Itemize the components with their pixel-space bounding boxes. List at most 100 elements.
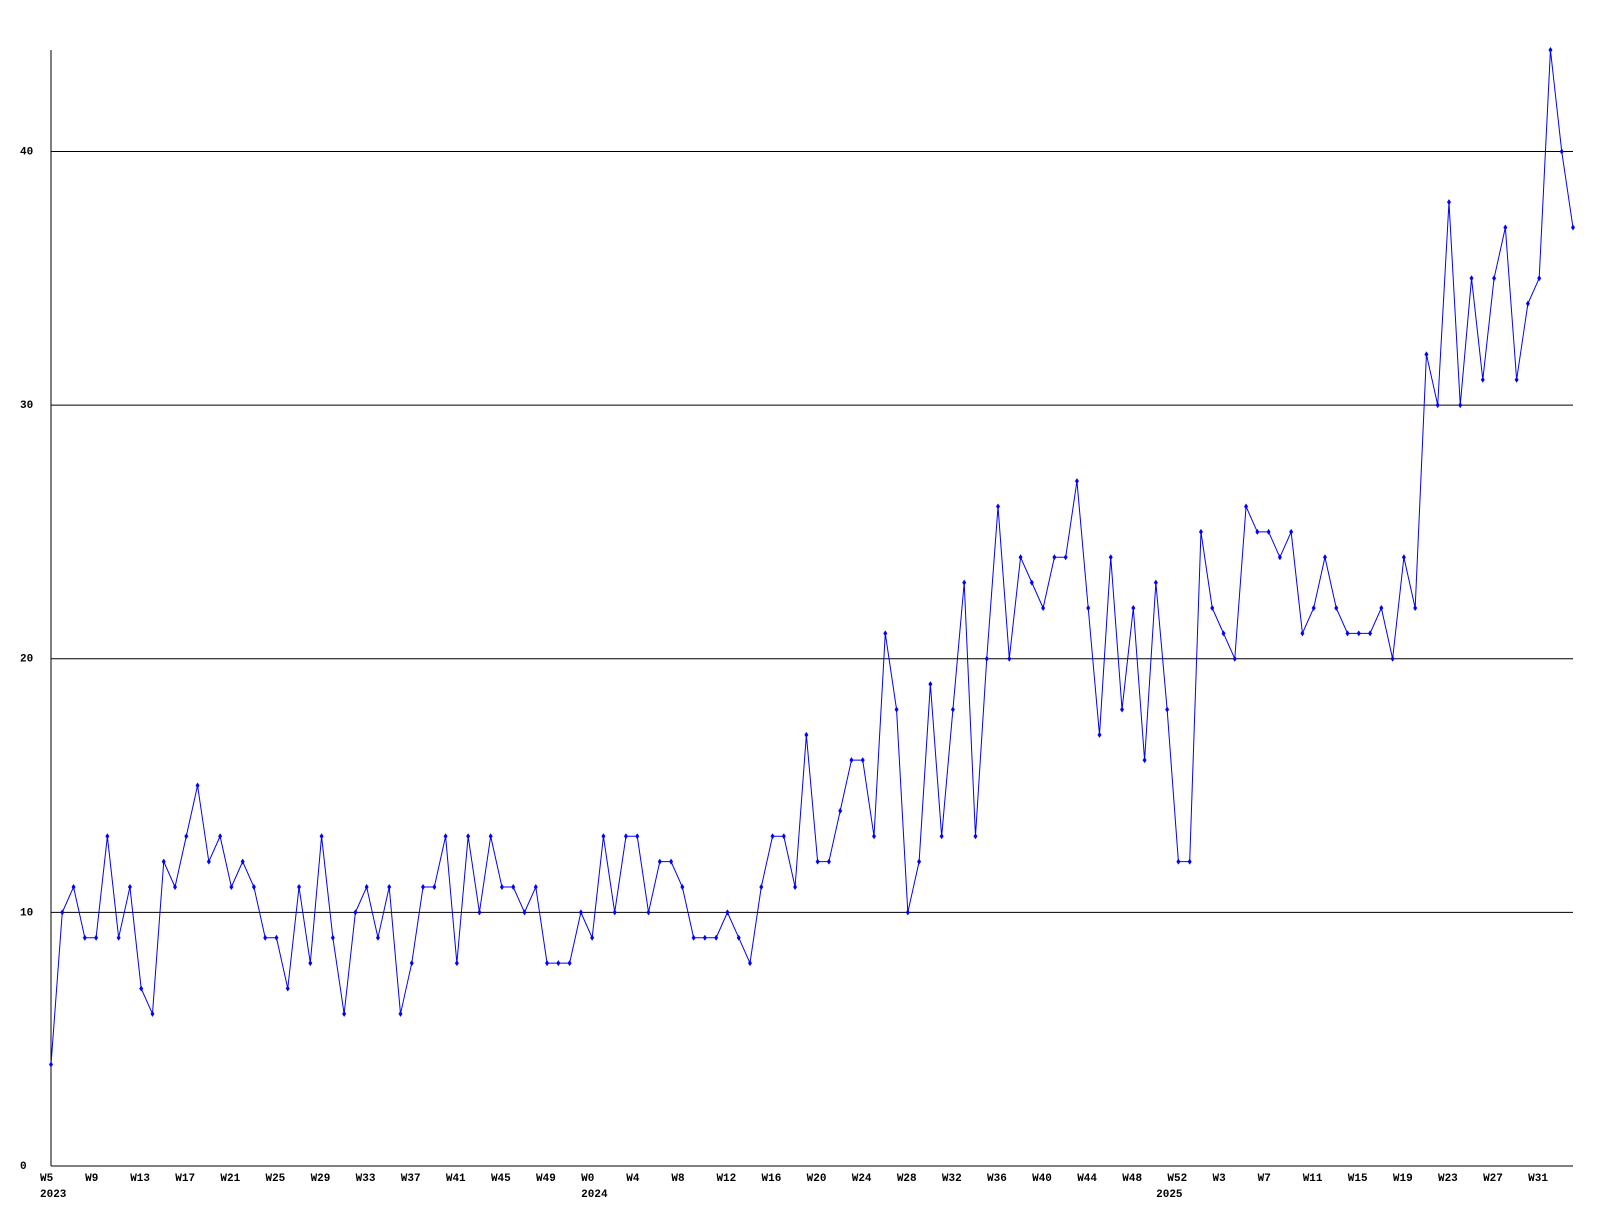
- data-point: [421, 884, 426, 890]
- data-point: [1041, 605, 1046, 611]
- data-point: [793, 884, 798, 890]
- x-tick-label: W21: [220, 1173, 240, 1185]
- data-line: [50, 49, 1574, 1065]
- x-tick-label: W11: [1303, 1173, 1323, 1185]
- x-tick-label: W27: [1483, 1173, 1503, 1185]
- data-point: [1165, 706, 1170, 713]
- data-point: [1537, 275, 1542, 282]
- data-point: [511, 884, 516, 890]
- y-tick-label: 30: [20, 400, 33, 412]
- data-point: [950, 706, 955, 713]
- data-point: [263, 934, 268, 941]
- x-tick-label: W5: [40, 1173, 54, 1185]
- data-point: [1198, 528, 1203, 535]
- data-point: [545, 960, 550, 967]
- data-point: [60, 909, 65, 916]
- data-point: [1086, 605, 1091, 611]
- data-point: [1097, 731, 1102, 738]
- x-tick-label: W36: [987, 1173, 1007, 1185]
- data-point: [601, 833, 606, 840]
- data-point: [883, 630, 888, 637]
- data-point: [962, 579, 967, 586]
- data-point: [1413, 605, 1418, 611]
- data-point: [251, 884, 256, 890]
- year-label: 2025: [1156, 1189, 1183, 1200]
- data-point: [1458, 402, 1463, 409]
- data-point: [804, 731, 809, 738]
- data-point: [759, 884, 764, 890]
- data-point: [1052, 554, 1057, 561]
- x-tick-label: W44: [1077, 1173, 1097, 1185]
- data-point: [466, 833, 471, 840]
- data-point: [1548, 47, 1553, 53]
- data-point: [195, 782, 200, 789]
- data-point: [1255, 528, 1260, 535]
- data-point: [680, 884, 685, 890]
- x-tick-label: W16: [762, 1173, 782, 1185]
- data-point: [49, 1061, 53, 1068]
- data-point: [387, 884, 392, 890]
- x-tick-label: W52: [1167, 1173, 1187, 1185]
- data-point: [308, 960, 313, 967]
- data-point: [702, 934, 707, 941]
- data-point: [274, 934, 279, 941]
- data-point: [139, 985, 144, 992]
- data-point: [1108, 554, 1113, 561]
- data-point: [1232, 655, 1237, 662]
- year-label: 2024: [581, 1189, 608, 1200]
- data-point: [218, 833, 223, 840]
- data-point: [996, 503, 1001, 510]
- data-point: [1334, 605, 1339, 611]
- data-point: [1153, 579, 1158, 586]
- data-point: [432, 884, 437, 890]
- x-tick-label: W20: [807, 1173, 827, 1185]
- y-tick-label: 20: [20, 654, 33, 666]
- data-point: [1074, 478, 1079, 485]
- data-point: [161, 858, 166, 865]
- x-tick-label: W15: [1348, 1173, 1368, 1185]
- data-point: [1424, 351, 1429, 358]
- data-point: [297, 884, 302, 890]
- data-point: [1514, 376, 1519, 383]
- data-point: [1435, 402, 1440, 409]
- data-point: [905, 909, 910, 916]
- x-tick-label: W33: [356, 1173, 376, 1185]
- data-point: [184, 833, 189, 840]
- x-tick-label: W0: [581, 1173, 594, 1185]
- x-tick-label: W29: [311, 1173, 331, 1185]
- data-point: [1142, 757, 1147, 764]
- data-point: [150, 1010, 155, 1017]
- data-point: [105, 833, 110, 840]
- data-point: [173, 884, 178, 890]
- data-point: [1571, 224, 1575, 231]
- data-point: [770, 833, 775, 840]
- data-point: [781, 833, 786, 840]
- data-point: [928, 681, 933, 688]
- data-point: [319, 833, 324, 840]
- data-point: [973, 833, 978, 840]
- x-tick-label: W13: [130, 1173, 150, 1185]
- x-tick-label: W48: [1122, 1173, 1142, 1185]
- data-point: [1289, 528, 1294, 535]
- data-point: [94, 934, 99, 941]
- data-point: [567, 960, 572, 967]
- y-tick-label: 0: [20, 1161, 27, 1173]
- data-point: [375, 934, 380, 941]
- data-point: [826, 858, 831, 865]
- data-point: [533, 884, 538, 890]
- data-point: [714, 934, 719, 941]
- data-point: [1300, 630, 1305, 637]
- data-point: [917, 858, 922, 865]
- x-tick-label: W32: [942, 1173, 962, 1185]
- data-point: [353, 909, 358, 916]
- data-point: [590, 934, 595, 941]
- data-point: [477, 909, 482, 916]
- data-point: [691, 934, 696, 941]
- data-point: [1277, 554, 1282, 561]
- data-point: [1559, 148, 1564, 155]
- y-tick-label: 10: [20, 907, 33, 919]
- data-point: [578, 909, 583, 916]
- x-tick-label: W40: [1032, 1173, 1052, 1185]
- data-point: [1311, 605, 1316, 611]
